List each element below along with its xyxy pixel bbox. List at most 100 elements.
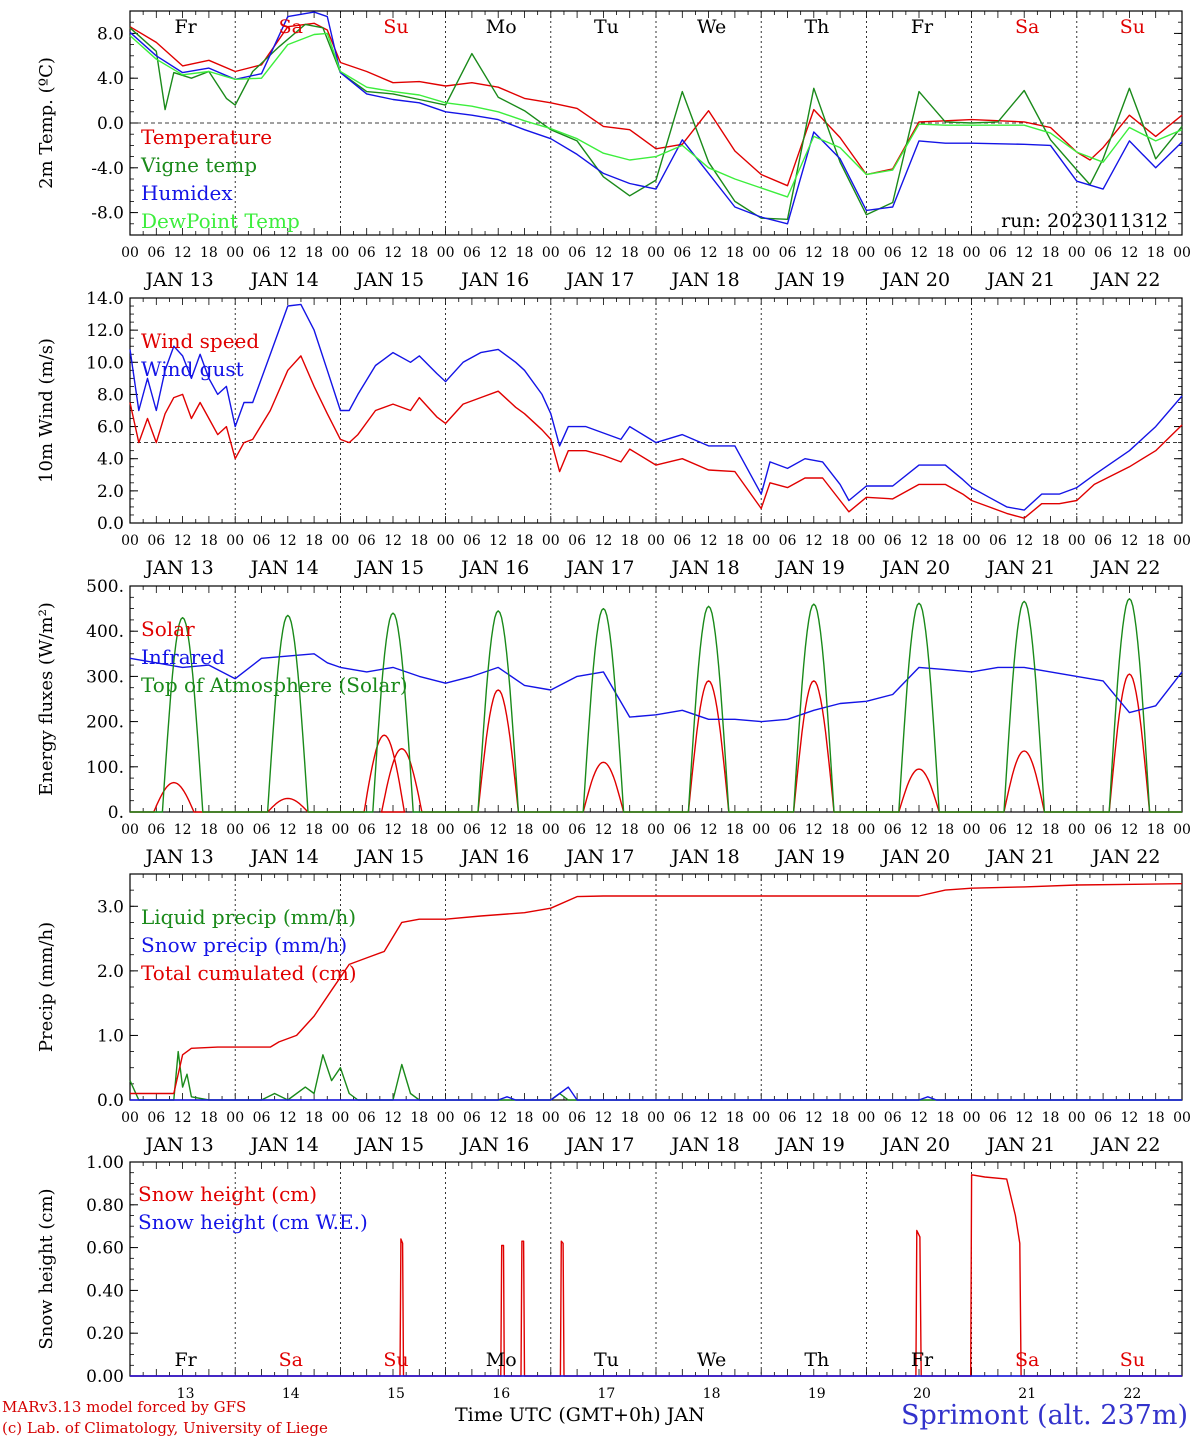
hour-label: 00 (1173, 533, 1191, 549)
date-label: JAN 16 (459, 557, 529, 579)
hour-label: 18 (1042, 533, 1060, 549)
hour-label: 12 (700, 245, 718, 261)
y-tick-label: 6.0 (97, 418, 124, 438)
hour-label: 12 (384, 533, 402, 549)
hour-label: 00 (1068, 1110, 1086, 1126)
hour-label: 00 (121, 533, 139, 549)
hour-label: 18 (1147, 822, 1165, 838)
y-axis-label: Precip (mm/h) (36, 922, 57, 1052)
hour-label: 18 (200, 822, 218, 838)
hour-label: 18 (305, 533, 323, 549)
date-label: JAN 14 (249, 269, 319, 291)
hour-label: 06 (989, 533, 1007, 549)
hour-label: 18 (936, 1110, 954, 1126)
hour-label: 00 (857, 533, 875, 549)
y-tick-label: 0.0 (97, 1091, 124, 1111)
y-axis-label: Energy fluxes (W/m²) (36, 602, 57, 796)
hour-label: 18 (726, 822, 744, 838)
panel-temp: 8.0 4.0 0.0 -4.0 -8.0 2m Temp. (ºC) Temperatur… (36, 10, 1191, 291)
model-credit: MARv3.13 model forced by GFS (2, 1398, 247, 1416)
hour-label: 06 (884, 1110, 902, 1126)
hour-label: 18 (831, 245, 849, 261)
date-label: JAN 21 (985, 1134, 1055, 1156)
hour-label: 00 (331, 245, 349, 261)
hour-label: 06 (253, 822, 271, 838)
date-label: JAN 21 (985, 846, 1055, 868)
date-label: JAN 18 (670, 1134, 740, 1156)
day-number: 17 (597, 1386, 615, 1402)
y-tick-label: 400. (86, 622, 124, 642)
y-tick-label: 1.00 (86, 1153, 124, 1173)
legend-entry: Vigne temp (140, 153, 257, 177)
hour-label: 12 (1120, 1110, 1138, 1126)
hour-label: 00 (542, 1110, 560, 1126)
day-name: Sa (1015, 16, 1039, 38)
hour-label: 06 (779, 533, 797, 549)
hour-label: 12 (594, 533, 612, 549)
y-tick-label: 0.0 (97, 114, 124, 134)
hour-label: 18 (516, 1110, 534, 1126)
hour-label: 18 (305, 1110, 323, 1126)
date-label: JAN 19 (775, 846, 845, 868)
y-tick-label: 0.40 (86, 1281, 124, 1301)
hour-label: 00 (331, 1110, 349, 1126)
y-tick-label: 100. (86, 758, 124, 778)
legend-entry: Snow precip (mm/h) (141, 933, 347, 957)
hour-label: 00 (542, 822, 560, 838)
series-temperature (129, 22, 1183, 187)
hour-label: 00 (331, 822, 349, 838)
day-number: 15 (387, 1386, 405, 1402)
hour-label: 06 (989, 1110, 1007, 1126)
y-tick-label: 4.0 (97, 450, 124, 470)
hour-label: 12 (384, 1110, 402, 1126)
date-label: JAN 19 (775, 269, 845, 291)
plot-frame (129, 585, 1183, 813)
legend-entry: Snow height (cm W.E.) (138, 1210, 368, 1234)
hour-label: 06 (673, 245, 691, 261)
hour-label: 18 (726, 1110, 744, 1126)
hour-label: 06 (779, 822, 797, 838)
hour-label: 00 (437, 245, 455, 261)
hour-label: 00 (542, 245, 560, 261)
series-dewpoint-temp (129, 32, 1183, 198)
series-wind-speed (129, 355, 1183, 519)
date-label: JAN 22 (1090, 846, 1160, 868)
day-name: Fr (911, 1349, 934, 1371)
hour-label: 12 (700, 533, 718, 549)
date-label: JAN 16 (459, 846, 529, 868)
hour-label: 18 (621, 1110, 639, 1126)
day-name: We (697, 1349, 726, 1371)
day-name: Mo (486, 16, 517, 38)
hour-label: 06 (147, 1110, 165, 1126)
hour-label: 18 (200, 1110, 218, 1126)
date-label: JAN 22 (1090, 1134, 1160, 1156)
y-tick-label: 500. (86, 577, 124, 597)
hour-label: 06 (358, 1110, 376, 1126)
hour-label: 00 (121, 1110, 139, 1126)
hour-label: 12 (594, 245, 612, 261)
hour-label: 12 (594, 822, 612, 838)
hour-label: 06 (463, 533, 481, 549)
hour-label: 18 (516, 822, 534, 838)
hour-label: 06 (989, 245, 1007, 261)
date-label: JAN 14 (249, 846, 319, 868)
series-wind-gust (129, 303, 1183, 511)
date-label: JAN 17 (564, 269, 634, 291)
hour-label: 00 (1173, 822, 1191, 838)
day-name: Tu (594, 16, 619, 38)
date-label: JAN 15 (354, 846, 424, 868)
run-label: run: 2023011312 (1001, 210, 1168, 232)
day-number: 22 (1123, 1386, 1141, 1402)
date-label: JAN 13 (144, 846, 214, 868)
hour-label: 06 (884, 822, 902, 838)
hour-label: 00 (647, 822, 665, 838)
hour-label: 12 (174, 533, 192, 549)
hour-label: 18 (831, 533, 849, 549)
hour-label: 00 (752, 245, 770, 261)
hour-label: 00 (226, 822, 244, 838)
legend-entry: Wind gust (141, 357, 244, 381)
legend-entry: Solar (141, 617, 195, 641)
y-tick-label: 0.60 (86, 1239, 124, 1259)
hour-label: 18 (936, 245, 954, 261)
